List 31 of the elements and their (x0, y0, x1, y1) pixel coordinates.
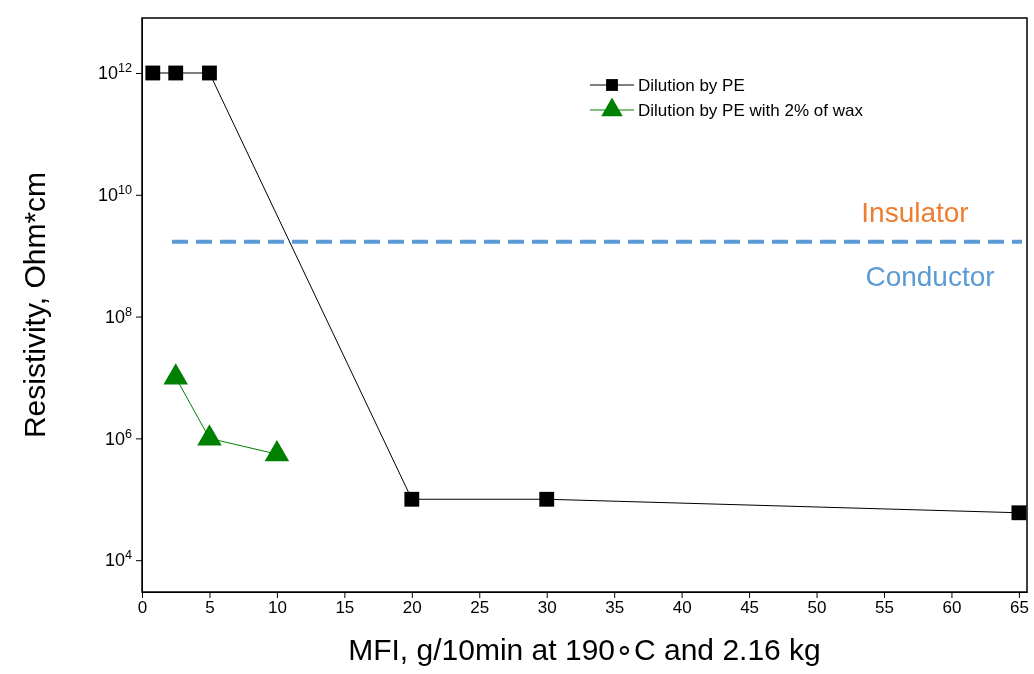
x-tick-label: 25 (470, 598, 490, 618)
y-axis-title: Resistivity, Ohm*cm (18, 171, 51, 439)
point (1011, 505, 1027, 521)
x-tick-label: 30 (537, 598, 557, 618)
annotation: Insulator (861, 196, 969, 228)
point (404, 491, 420, 507)
x-tick-label: 10 (267, 598, 287, 618)
y-tick-label: 10$^{12}$ (97, 61, 132, 84)
x-tick-label: 20 (402, 598, 422, 618)
x-tick-label: 0 (137, 598, 148, 618)
y-tick-label: 10$^{10}$ (97, 183, 132, 206)
x-tick-label: 5 (205, 598, 215, 618)
legend-label: Dilution by PE (638, 75, 745, 95)
x-tick-label: 40 (672, 598, 692, 618)
x-tick-label: 65 (1009, 598, 1029, 618)
point (145, 65, 161, 81)
x-tick-label: 15 (335, 598, 355, 618)
point (202, 65, 217, 81)
x-axis-title: MFI, g/10min at 190∘C and 2.16 kg (348, 633, 821, 666)
x-tick-label: 35 (605, 598, 625, 618)
legend-label: Dilution by PE with 2% of wax (638, 100, 864, 120)
x-tick-label: 55 (875, 598, 894, 618)
point (539, 491, 555, 507)
x-tick-label: 45 (740, 598, 760, 618)
y-tick-label: 10$^{6}$ (104, 426, 132, 449)
x-tick-label: 60 (942, 598, 962, 618)
point (168, 65, 184, 81)
y-tick-label: 10$^{4}$ (104, 548, 132, 571)
x-tick-label: 50 (807, 598, 827, 618)
annotation: Conductor (865, 260, 995, 292)
y-tick-label: 10$^{8}$ (104, 304, 132, 327)
